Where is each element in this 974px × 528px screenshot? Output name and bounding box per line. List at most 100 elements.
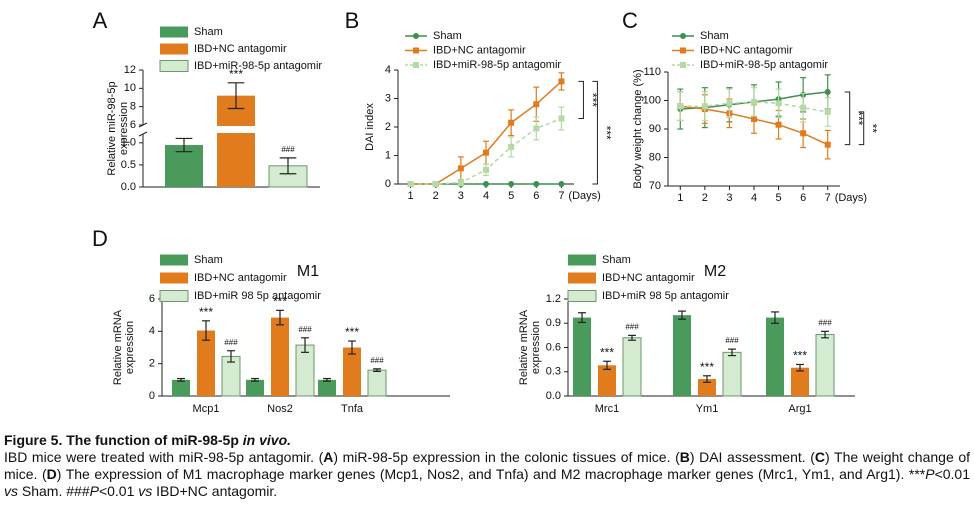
legend-marker xyxy=(680,47,686,54)
point xyxy=(457,165,464,172)
significance-bracket xyxy=(578,80,584,119)
legend-label: Sham xyxy=(433,30,462,42)
x-tick-label: 5 xyxy=(508,190,514,202)
point xyxy=(775,100,782,107)
y-tick-label: 1 xyxy=(385,149,391,161)
point xyxy=(508,119,515,126)
x-tick-label: 4 xyxy=(751,192,757,204)
legend-swatch xyxy=(159,290,189,302)
legend-label: IBD+NC antagomir xyxy=(194,272,287,284)
point xyxy=(533,181,540,187)
point xyxy=(751,98,757,105)
legend-label: IBD+miR 98 5p antagomir xyxy=(602,290,729,302)
caption-text: ) The weight change of mice. ( xyxy=(4,449,970,482)
legend-swatch xyxy=(160,43,188,55)
legend-label: Sham xyxy=(194,254,223,266)
y-tick-label: 10 xyxy=(124,82,136,94)
significance-label: *** xyxy=(700,360,714,374)
point xyxy=(824,88,831,95)
point xyxy=(824,141,831,148)
x-tick-label: 3 xyxy=(458,190,464,202)
legend-label: Sham xyxy=(700,30,729,42)
x-tick-label: Nos2 xyxy=(267,403,293,415)
caption-text: <0.01 xyxy=(98,483,139,499)
point xyxy=(533,125,540,132)
point xyxy=(701,103,708,110)
legend-marker xyxy=(680,33,686,39)
significance-label: ### xyxy=(224,338,238,347)
y-tick-label: 1.2 xyxy=(546,293,561,305)
point xyxy=(457,179,464,186)
legend-label: IBD+NC antagomir xyxy=(433,44,526,56)
y-tick-label: 0 xyxy=(385,178,391,190)
caption-text: ) DAI assessment. ( xyxy=(689,449,815,465)
point xyxy=(558,181,565,187)
caption-text: C xyxy=(814,449,826,465)
caption-text: in vivo. xyxy=(242,432,292,448)
caption-text: ) The expression of M1 macrophage marker… xyxy=(56,466,926,482)
y-tick-label: 0 xyxy=(149,390,155,402)
y-tick-label: 80 xyxy=(649,151,661,163)
y-tick-label: 70 xyxy=(649,180,661,192)
legend-swatch xyxy=(567,290,597,302)
point xyxy=(483,166,489,173)
point xyxy=(483,149,489,156)
point xyxy=(508,181,515,187)
significance-label: ### xyxy=(725,336,739,345)
point xyxy=(483,181,489,187)
y-tick-label: 0.0 xyxy=(121,181,136,193)
legend-label: IBD+miR 98 5p antagomir xyxy=(194,290,321,302)
y-tick-label: 4 xyxy=(385,64,391,76)
caption-title: Figure 5. The function of miR-98-5p in v… xyxy=(4,432,970,449)
significance-label: *** xyxy=(793,349,807,363)
x-tick-label: 4 xyxy=(483,190,489,202)
legend-label: IBD+NC antagomir xyxy=(602,272,695,284)
y-axis-label: Relative mRNA xyxy=(112,309,124,385)
y-tick-label: 3 xyxy=(385,92,391,104)
panel-label: D xyxy=(92,226,108,251)
point xyxy=(508,143,515,150)
x-tick-label: Tnfa xyxy=(341,403,364,415)
legend-swatch xyxy=(160,254,188,266)
legend-swatch xyxy=(160,26,188,38)
bar xyxy=(791,367,809,396)
point xyxy=(407,181,414,187)
x-tick-label: Mrc1 xyxy=(595,403,619,415)
y-tick-label: 100 xyxy=(643,94,661,106)
bar xyxy=(573,317,591,396)
caption-text: IBD+NC antagomir. xyxy=(152,483,278,499)
y-tick-label: 0.3 xyxy=(546,366,561,378)
y-tick-label: 4 xyxy=(149,325,155,337)
legend-swatch xyxy=(568,272,596,284)
caption-text: ) miR-98-5p expression in the colonic ti… xyxy=(333,449,680,465)
significance-label: *** xyxy=(273,294,287,308)
bar xyxy=(622,337,642,397)
point xyxy=(751,116,757,123)
caption-text: D xyxy=(46,466,57,482)
point xyxy=(800,104,807,111)
significance-label: ### xyxy=(818,318,832,327)
point xyxy=(432,181,439,187)
legend-label: IBD+miR-98-5p antagomir xyxy=(194,60,322,72)
x-tick-label: 1 xyxy=(408,190,414,202)
axis-break-gap xyxy=(216,126,256,133)
bar xyxy=(271,317,289,396)
significance-label: ### xyxy=(625,322,639,331)
point xyxy=(558,115,565,122)
caption-text: Figure 5. The function of miR-98-5p xyxy=(4,432,243,448)
panel-label: B xyxy=(345,8,360,33)
panel-label: A xyxy=(93,8,108,33)
caption-text: A xyxy=(323,449,334,465)
y-tick-label: 2 xyxy=(385,121,391,133)
bar xyxy=(197,330,215,396)
x-tick-label: 3 xyxy=(726,192,732,204)
caption-text: vs xyxy=(4,483,18,499)
bar xyxy=(815,334,835,397)
point xyxy=(824,108,831,115)
point xyxy=(533,101,540,108)
y-axis-label: expression xyxy=(118,102,130,155)
x-tick-label: 6 xyxy=(533,190,539,202)
legend-swatch xyxy=(568,254,596,266)
significance-label: *** xyxy=(600,345,614,359)
